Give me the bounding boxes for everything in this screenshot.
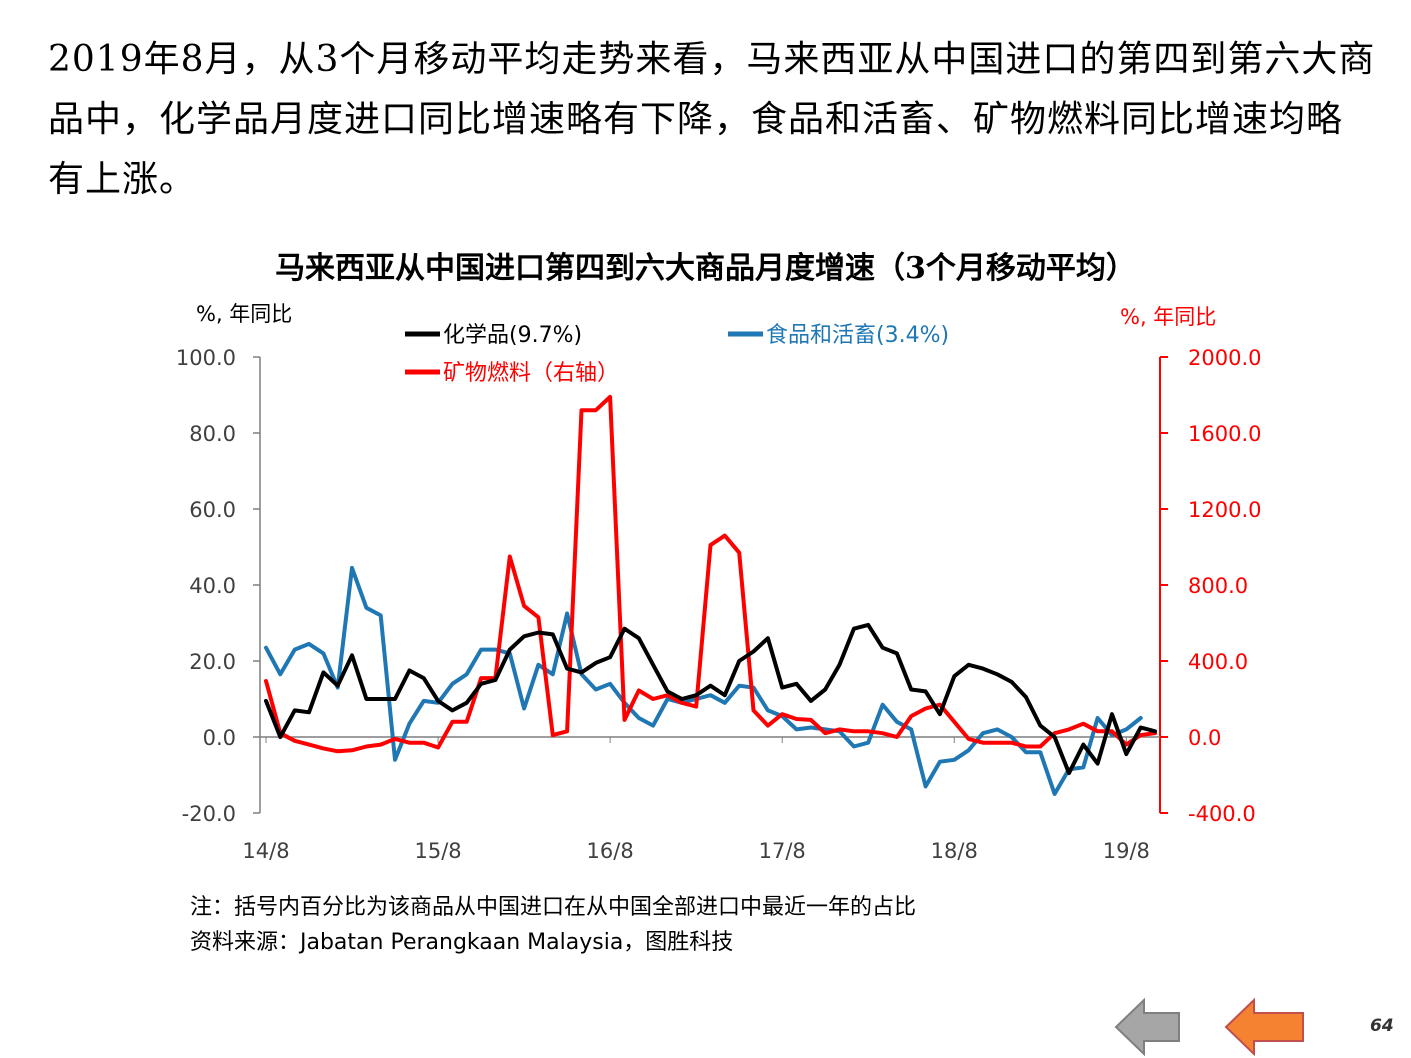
intro-paragraph: 2019年8月，从3个月移动平均走势来看，马来西亚从中国进口的第四到第六大商品中… — [48, 39, 1376, 200]
x-axis: 14/8 15/8 16/8 17/8 18/8 19/8 — [242, 736, 1160, 863]
right-tick-label: 1200.0 — [1188, 498, 1261, 522]
left-tick-label: 20.0 — [189, 650, 236, 674]
right-y-axis: 2000.0 1600.0 1200.0 800.0 400.0 0.0 -400.0 %, … — [1120, 305, 1261, 826]
series-layer — [264, 394, 1157, 796]
right-tick-label: 0.0 — [1188, 726, 1221, 750]
left-tick-label: 80.0 — [189, 422, 236, 446]
series-line-1 — [264, 565, 1143, 796]
x-tick-label: 17/8 — [759, 839, 806, 863]
x-tick-label: 18/8 — [931, 839, 978, 863]
x-tick-label: 15/8 — [414, 839, 461, 863]
legend-label: 化学品(9.7%) — [443, 323, 582, 348]
legend-label: 矿物燃料（右轴） — [443, 361, 619, 386]
right-axis-unit: %, 年同比 — [1120, 305, 1216, 329]
right-tick-label: 800.0 — [1188, 574, 1248, 598]
prev-arrow-icon[interactable] — [1114, 998, 1182, 1056]
chart-note: 注：括号内百分比为该商品从中国进口在从中国全部进口中最近一年的占比 — [190, 895, 917, 920]
chart-source: 资料来源：Jabatan Perangkaan Malaysia，图胜科技 — [190, 930, 734, 955]
left-tick-label: -20.0 — [182, 802, 236, 826]
chart-title: 马来西亚从中国进口第四到六大商品月度增速（3个月移动平均） — [275, 251, 1136, 286]
left-tick-label: 60.0 — [189, 498, 236, 522]
legend: 化学品(9.7%) 食品和活畜(3.4%) 矿物燃料（右轴） — [405, 323, 949, 386]
page-number: 64 — [1370, 1016, 1394, 1036]
right-tick-label: 400.0 — [1188, 650, 1248, 674]
x-tick-label: 16/8 — [587, 839, 634, 863]
next-arrow-icon[interactable] — [1224, 998, 1306, 1056]
left-tick-label: 40.0 — [189, 574, 236, 598]
legend-label: 食品和活畜(3.4%) — [766, 323, 949, 348]
left-tick-label: 100.0 — [176, 346, 236, 370]
right-tick-label: 1600.0 — [1188, 422, 1261, 446]
left-y-axis: 100.0 80.0 60.0 40.0 20.0 0.0 -20.0 %, 年同比 — [176, 302, 292, 826]
right-tick-label: -400.0 — [1188, 802, 1256, 826]
line-chart: 100.0 80.0 60.0 40.0 20.0 0.0 -20.0 %, 年同比 2000… — [176, 302, 1262, 863]
left-tick-label: 0.0 — [203, 726, 236, 750]
x-tick-label: 14/8 — [242, 839, 289, 863]
right-tick-label: 2000.0 — [1188, 346, 1261, 370]
x-tick-label: 19/8 — [1103, 839, 1150, 863]
left-axis-unit: %, 年同比 — [196, 302, 292, 326]
series-line-0 — [264, 622, 1157, 776]
series-line-2 — [264, 394, 1157, 754]
